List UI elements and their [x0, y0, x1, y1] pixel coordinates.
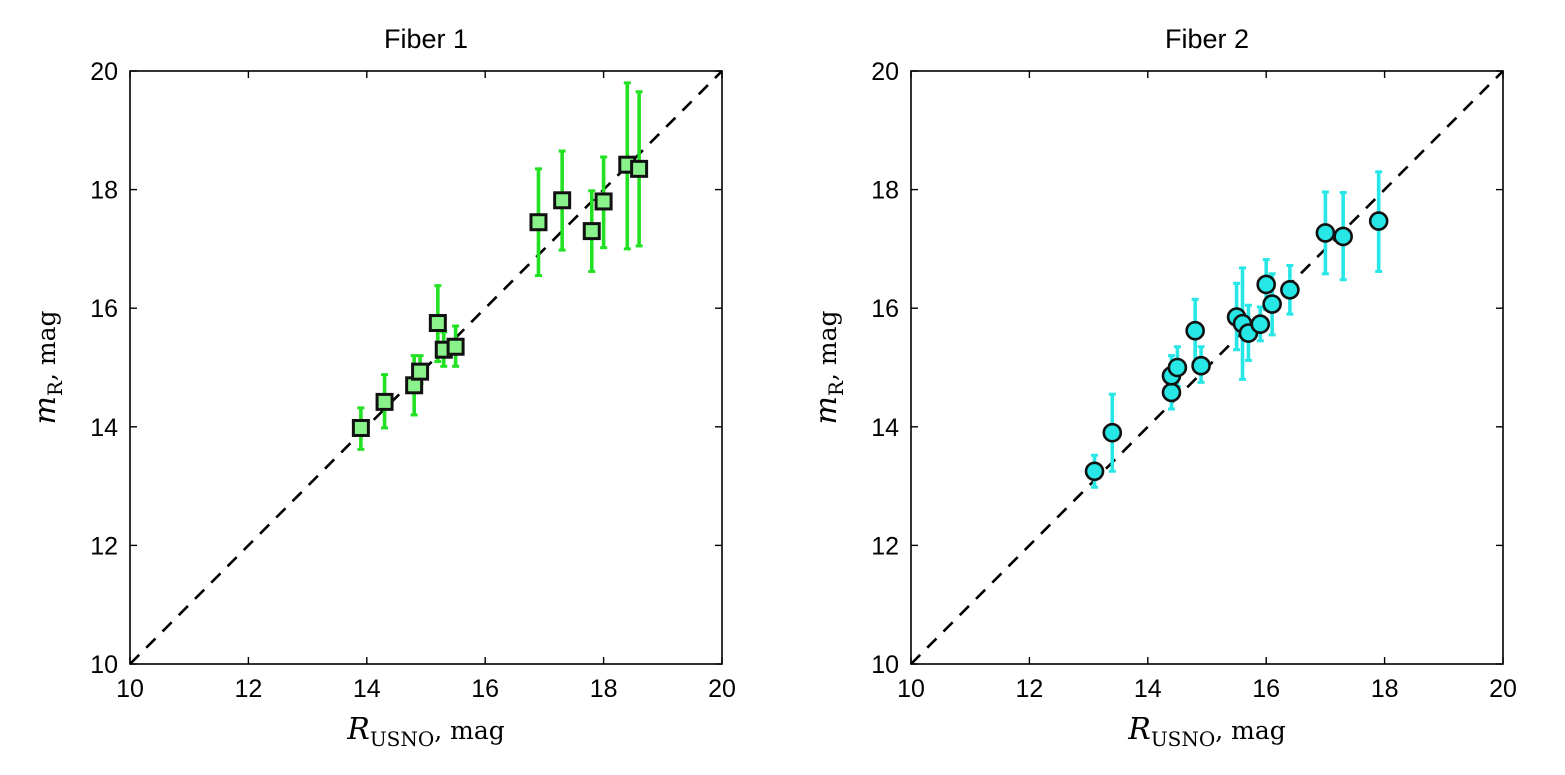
- x-axis-label-unit: , mag: [1215, 716, 1286, 745]
- y-axis-label: mR, mag: [809, 310, 848, 424]
- chart-title: Fiber 1: [384, 24, 468, 54]
- data-point: [1191, 355, 1211, 376]
- x-tick-label: 16: [471, 675, 499, 703]
- data-point: [630, 159, 649, 178]
- x-axis-label: RUSNO, mag: [346, 712, 505, 751]
- y-axis-label-main: m: [28, 396, 63, 424]
- x-axis-label-main: R: [1127, 712, 1151, 747]
- x-tick-label: 18: [1371, 675, 1399, 703]
- x-axis-label-main: R: [346, 712, 370, 747]
- x-axis-label-sub: USNO: [370, 727, 434, 751]
- x-tick-label: 10: [897, 675, 925, 703]
- y-tick-label: 14: [871, 414, 899, 442]
- x-tick-label: 20: [1489, 675, 1517, 703]
- y-tick-label: 10: [90, 651, 118, 679]
- y-tick-label: 12: [90, 532, 118, 560]
- y-axis-label: mR, mag: [28, 310, 67, 424]
- y-tick-label: 20: [871, 58, 899, 86]
- data-point: [1262, 294, 1282, 314]
- data-point: [1256, 274, 1276, 295]
- data-point: [1368, 211, 1389, 231]
- y-tick-label: 16: [871, 295, 899, 323]
- y-tick-label: 10: [871, 651, 899, 679]
- data-point: [553, 191, 572, 210]
- y-tick-label: 18: [90, 177, 118, 205]
- data-point: [529, 213, 548, 232]
- y-tick-label: 16: [90, 295, 118, 323]
- plot-frame: [910, 70, 1504, 665]
- x-tick-label: 16: [1252, 675, 1280, 703]
- data-point: [428, 314, 447, 333]
- x-tick-label: 18: [590, 675, 618, 703]
- x-tick-label: 14: [353, 675, 381, 703]
- data-point: [351, 418, 370, 437]
- x-axis-label-sub: USNO: [1151, 727, 1215, 751]
- data-point: [1280, 280, 1300, 300]
- chart-title: Fiber 2: [1165, 24, 1249, 54]
- y-axis-label-unit: , mag: [32, 310, 61, 381]
- data-point: [1185, 320, 1205, 341]
- data-point: [1315, 223, 1336, 243]
- y-axis-label-main: m: [809, 396, 844, 424]
- x-tick-label: 20: [708, 675, 736, 703]
- x-axis-label-unit: , mag: [434, 716, 505, 745]
- y-tick-label: 12: [871, 532, 899, 560]
- y-tick-label: 20: [90, 58, 118, 86]
- data-point: [446, 337, 465, 356]
- y-axis-label-sub: R: [824, 380, 848, 396]
- data-point: [375, 392, 394, 411]
- x-axis-label: RUSNO, mag: [1127, 712, 1286, 751]
- y-axis-label-sub: R: [43, 380, 67, 396]
- data-point: [1102, 422, 1123, 443]
- x-tick-label: 12: [1015, 675, 1043, 703]
- data-point: [1161, 382, 1182, 403]
- x-tick-label: 10: [116, 675, 144, 703]
- plot-frame: [129, 70, 723, 665]
- x-tick-label: 14: [1134, 675, 1162, 703]
- x-tick-label: 12: [234, 675, 262, 703]
- data-point: [1084, 461, 1105, 482]
- data-point: [594, 192, 613, 211]
- y-tick-label: 18: [871, 177, 899, 205]
- data-point: [582, 222, 601, 241]
- data-point: [411, 362, 430, 381]
- data-point: [1333, 226, 1353, 247]
- data-point: [1250, 314, 1271, 335]
- data-point: [1167, 357, 1188, 378]
- y-axis-label-unit: , mag: [813, 310, 842, 381]
- y-tick-label: 14: [90, 414, 118, 442]
